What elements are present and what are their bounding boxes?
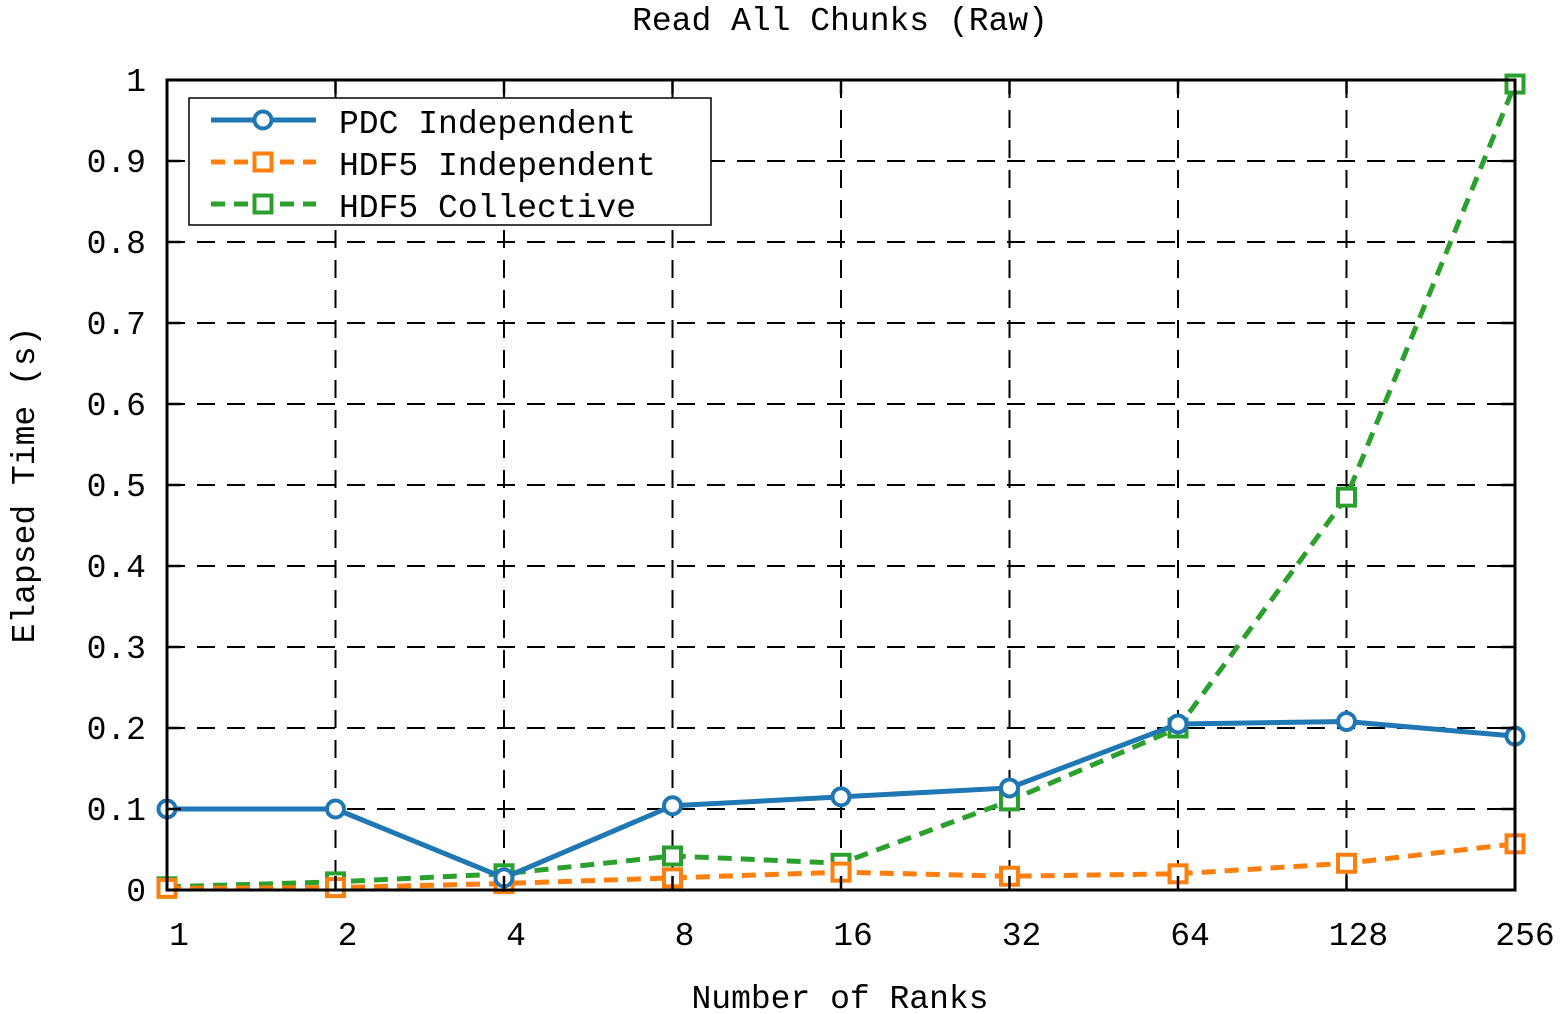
data-point-pdc-independent — [1336, 711, 1357, 733]
y-tick-label: 1 — [126, 64, 146, 101]
legend-symbols — [211, 109, 316, 215]
y-tick-label: 0.4 — [87, 550, 146, 587]
legend: PDC Independent HDF5 Independent HDF5 Co… — [188, 97, 712, 227]
x-tick-label: 128 — [1329, 918, 1388, 955]
legend-marker-hdf5-independent — [252, 151, 274, 173]
legend-marker-hdf5-collective — [252, 193, 274, 215]
data-point-hdf5-independent — [1336, 852, 1357, 874]
axes: 0 0.1 0.2 0.3 0.4 0.5 0.6 0.7 0.8 0.9 1 1 2 4 8 16 32 64 1… — [87, 64, 1555, 955]
x-tick-label: 8 — [675, 918, 695, 955]
y-tick-label: 0.6 — [87, 388, 146, 425]
x-tick-label: 2 — [338, 918, 358, 955]
chart-title: Read All Chunks (Raw) — [632, 3, 1048, 40]
y-tick-label: 0.8 — [87, 226, 146, 263]
x-tick-label: 32 — [1002, 918, 1042, 955]
legend-label-pdc-independent: PDC Independent — [339, 106, 636, 143]
y-tick-label: 0.3 — [87, 631, 146, 668]
data-point-pdc-independent — [325, 798, 346, 820]
x-tick-label: 16 — [833, 918, 873, 955]
data-point-pdc-independent — [999, 777, 1020, 799]
y-tick-label: 0.2 — [87, 712, 146, 749]
x-tick-label: 256 — [1495, 918, 1554, 955]
y-tick-label: 0 — [126, 874, 146, 911]
data-point-hdf5-collective — [662, 845, 683, 867]
x-axis-label: Number of Ranks — [691, 981, 988, 1014]
y-tick-label: 0.1 — [87, 793, 146, 830]
data-point-pdc-independent — [1167, 713, 1189, 735]
y-tick-label: 0.5 — [87, 469, 146, 506]
x-tick-label: 1 — [169, 918, 189, 955]
legend-label-hdf5-collective: HDF5 Collective — [339, 190, 636, 227]
legend-label-hdf5-independent: HDF5 Independent — [339, 148, 656, 185]
data-point-pdc-independent — [830, 786, 852, 808]
y-tick-label: 0.9 — [87, 145, 146, 182]
y-tick-label: 0.7 — [87, 307, 146, 344]
data-point-pdc-independent — [662, 795, 683, 817]
x-tick-label: 4 — [506, 918, 526, 955]
x-tick-label: 64 — [1170, 918, 1210, 955]
data-point-hdf5-collective — [1336, 486, 1357, 508]
series-pdc-independent — [156, 711, 1526, 889]
legend-marker-pdc-independent — [252, 109, 274, 131]
y-axis-label: Elapsed Time (s) — [7, 327, 44, 644]
